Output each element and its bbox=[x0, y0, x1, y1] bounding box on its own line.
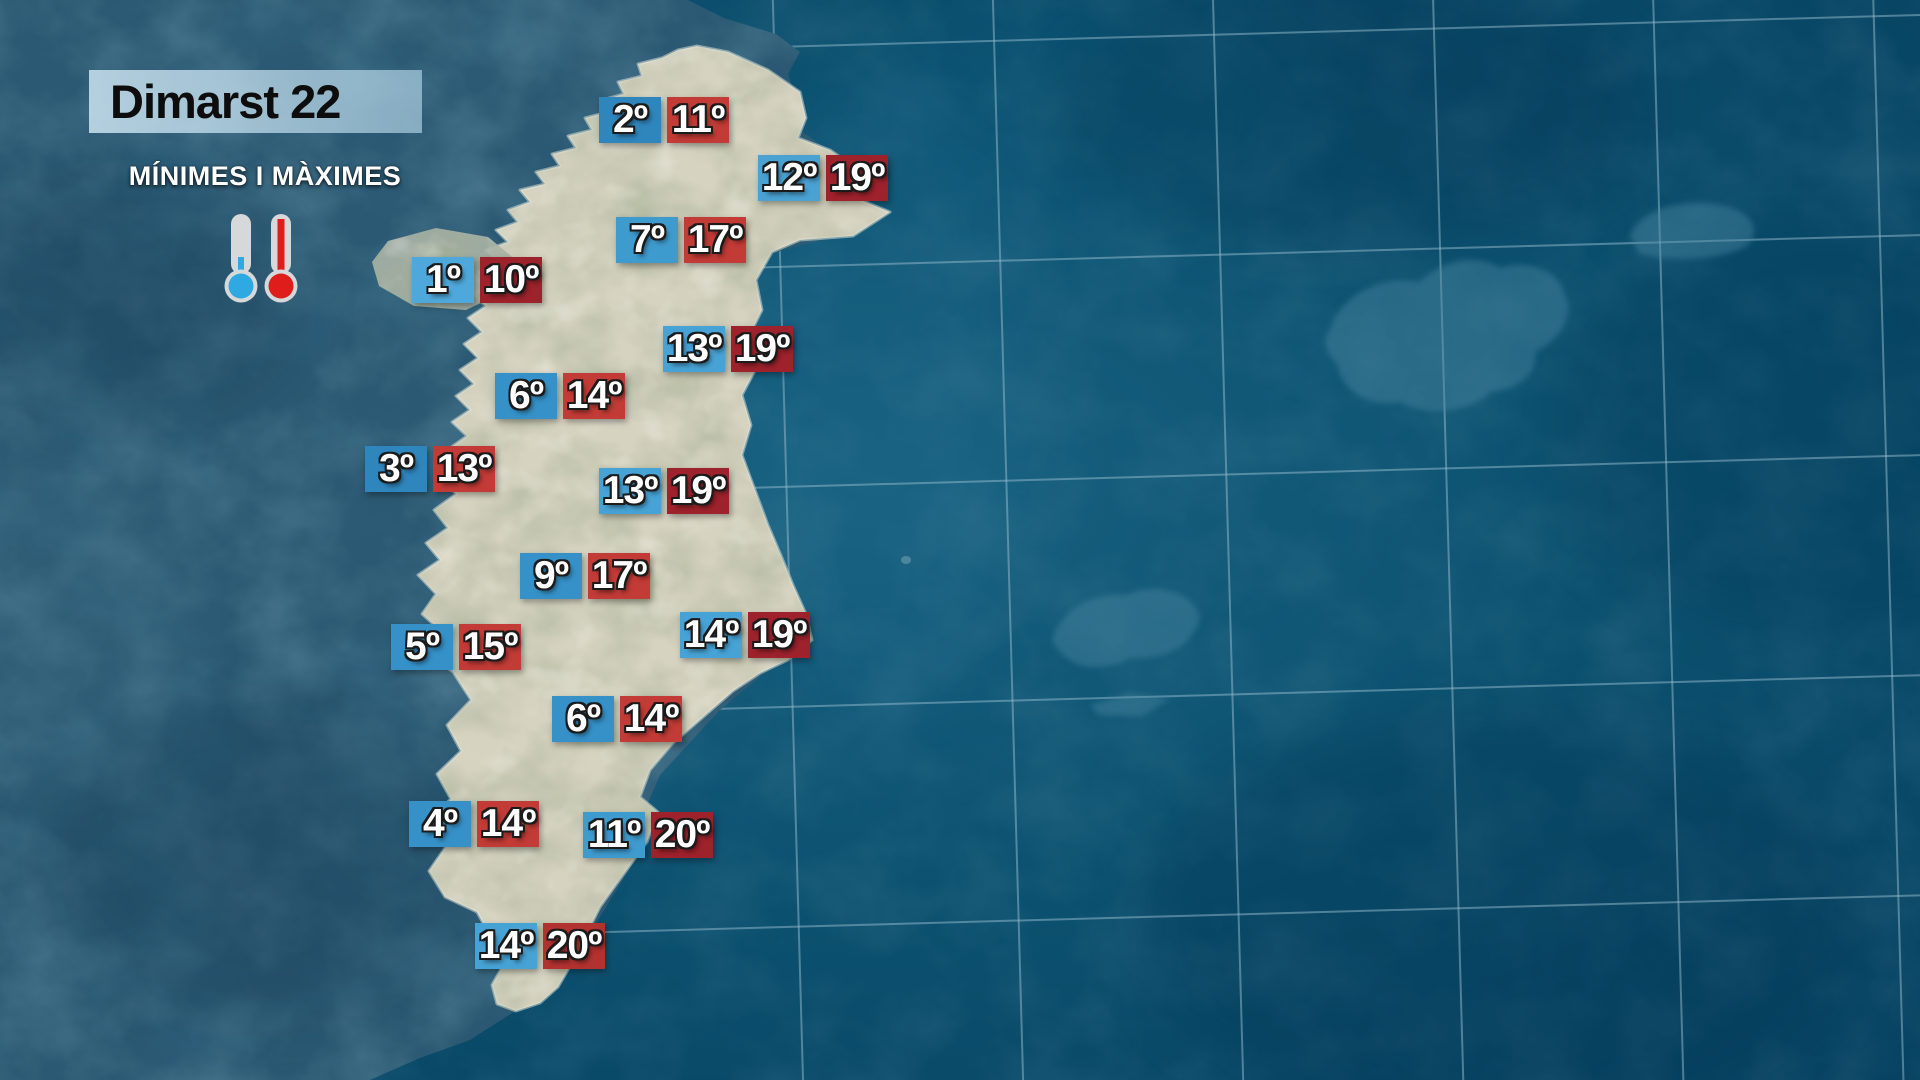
max-temp-box-value: 19º bbox=[670, 469, 727, 512]
min-temp-box-value: 14º bbox=[683, 613, 740, 656]
max-temp-box: 17º bbox=[588, 553, 650, 599]
max-temp-box: 11º bbox=[667, 97, 729, 143]
min-temp-box: 6º bbox=[552, 696, 614, 742]
min-temp-box: 3º bbox=[365, 446, 427, 492]
temp-pair: 13º 19º bbox=[663, 326, 793, 372]
min-temp-box-value: 9º bbox=[534, 554, 569, 597]
max-temp-box-value: 17º bbox=[687, 218, 744, 261]
max-temp-box-value: 14º bbox=[480, 802, 537, 845]
temp-pair: 12º 19º bbox=[758, 155, 888, 201]
min-temp-box: 13º bbox=[599, 468, 661, 514]
temp-pair: 6º 14º bbox=[495, 373, 625, 419]
temp-pair: 14º 20º bbox=[475, 923, 605, 969]
max-temp-box-value: 20º bbox=[546, 924, 603, 967]
max-temp-box: 10º bbox=[480, 257, 542, 303]
max-temp-box: 14º bbox=[563, 373, 625, 419]
date-title: Dimarst 22 bbox=[110, 75, 341, 128]
max-temp-box-value: 10º bbox=[483, 258, 540, 301]
temp-pair: 13º 19º bbox=[599, 468, 729, 514]
temp-pair: 4º 14º bbox=[409, 801, 539, 847]
max-temp-box-value: 19º bbox=[829, 156, 886, 199]
max-temp-box-value: 14º bbox=[623, 697, 680, 740]
min-temp-box: 14º bbox=[680, 612, 742, 658]
temp-pair: 1º 10º bbox=[412, 257, 542, 303]
min-temp-box: 11º bbox=[583, 812, 645, 858]
temp-pair: 3º 13º bbox=[365, 446, 495, 492]
max-temp-box-value: 19º bbox=[751, 613, 808, 656]
min-temp-box-value: 6º bbox=[509, 374, 544, 417]
max-temp-box: 19º bbox=[826, 155, 888, 201]
min-temp-box-value: 13º bbox=[666, 327, 723, 370]
max-temp-box: 19º bbox=[667, 468, 729, 514]
min-temp-box-value: 5º bbox=[405, 625, 440, 668]
min-temp-box: 6º bbox=[495, 373, 557, 419]
min-temp-box-value: 14º bbox=[478, 924, 535, 967]
min-temp-box-value: 1º bbox=[426, 258, 461, 301]
mallorca-island bbox=[1325, 260, 1569, 412]
min-temp-box-value: 4º bbox=[423, 802, 458, 845]
max-temp-box-value: 14º bbox=[566, 374, 623, 417]
temp-pair: 5º 15º bbox=[391, 624, 521, 670]
temp-pair: 9º 17º bbox=[520, 553, 650, 599]
min-temp-box-value: 12º bbox=[761, 156, 818, 199]
max-temp-box: 19º bbox=[731, 326, 793, 372]
min-thermometer-icon bbox=[224, 214, 258, 303]
temp-pair: 14º 19º bbox=[680, 612, 810, 658]
temp-pair: 2º 11º bbox=[599, 97, 729, 143]
max-temp-box: 20º bbox=[651, 812, 713, 858]
max-thermometer-icon bbox=[264, 214, 298, 303]
max-temp-box: 14º bbox=[477, 801, 539, 847]
min-temp-box: 14º bbox=[475, 923, 537, 969]
min-temp-box: 13º bbox=[663, 326, 725, 372]
graticule-grid bbox=[546, 0, 1920, 1080]
max-temp-box-value: 17º bbox=[591, 554, 648, 597]
max-temp-box: 15º bbox=[459, 624, 521, 670]
formentera-island bbox=[1090, 693, 1170, 716]
min-temp-box-value: 7º bbox=[630, 218, 665, 261]
min-temp-box-value: 6º bbox=[566, 697, 601, 740]
min-temp-box: 7º bbox=[616, 217, 678, 263]
min-temp-box: 2º bbox=[599, 97, 661, 143]
max-temp-box: 19º bbox=[748, 612, 810, 658]
balearic-islands bbox=[1052, 203, 1754, 716]
date-title-band: Dimarst 22 bbox=[89, 70, 422, 133]
min-temp-box: 12º bbox=[758, 155, 820, 201]
legend-subtitle: MÍNIMES I MÀXIMES bbox=[128, 161, 402, 191]
max-temp-box-value: 19º bbox=[734, 327, 791, 370]
max-temp-box-value: 11º bbox=[671, 98, 725, 141]
min-temp-box-value: 13º bbox=[602, 469, 659, 512]
menorca-island bbox=[1630, 203, 1754, 259]
min-temp-box-value: 2º bbox=[613, 98, 648, 141]
min-temp-box: 1º bbox=[412, 257, 474, 303]
min-temp-box: 9º bbox=[520, 553, 582, 599]
columbretes-islet bbox=[901, 556, 911, 564]
temp-pair: 11º 20º bbox=[583, 812, 713, 858]
max-temp-box: 14º bbox=[620, 696, 682, 742]
max-temp-box-value: 13º bbox=[436, 447, 493, 490]
ibiza-island bbox=[1052, 588, 1200, 668]
min-temp-box-value: 3º bbox=[379, 447, 414, 490]
temp-pair: 7º 17º bbox=[616, 217, 746, 263]
max-temp-box-value: 15º bbox=[462, 625, 519, 668]
min-temp-box: 5º bbox=[391, 624, 453, 670]
thermometer-legend bbox=[222, 210, 306, 307]
max-temp-box: 17º bbox=[684, 217, 746, 263]
temp-pair: 6º 14º bbox=[552, 696, 682, 742]
min-temp-box-value: 11º bbox=[587, 813, 641, 856]
max-temp-box: 13º bbox=[433, 446, 495, 492]
max-temp-box: 20º bbox=[543, 923, 605, 969]
max-temp-box-value: 20º bbox=[654, 813, 711, 856]
min-temp-box: 4º bbox=[409, 801, 471, 847]
